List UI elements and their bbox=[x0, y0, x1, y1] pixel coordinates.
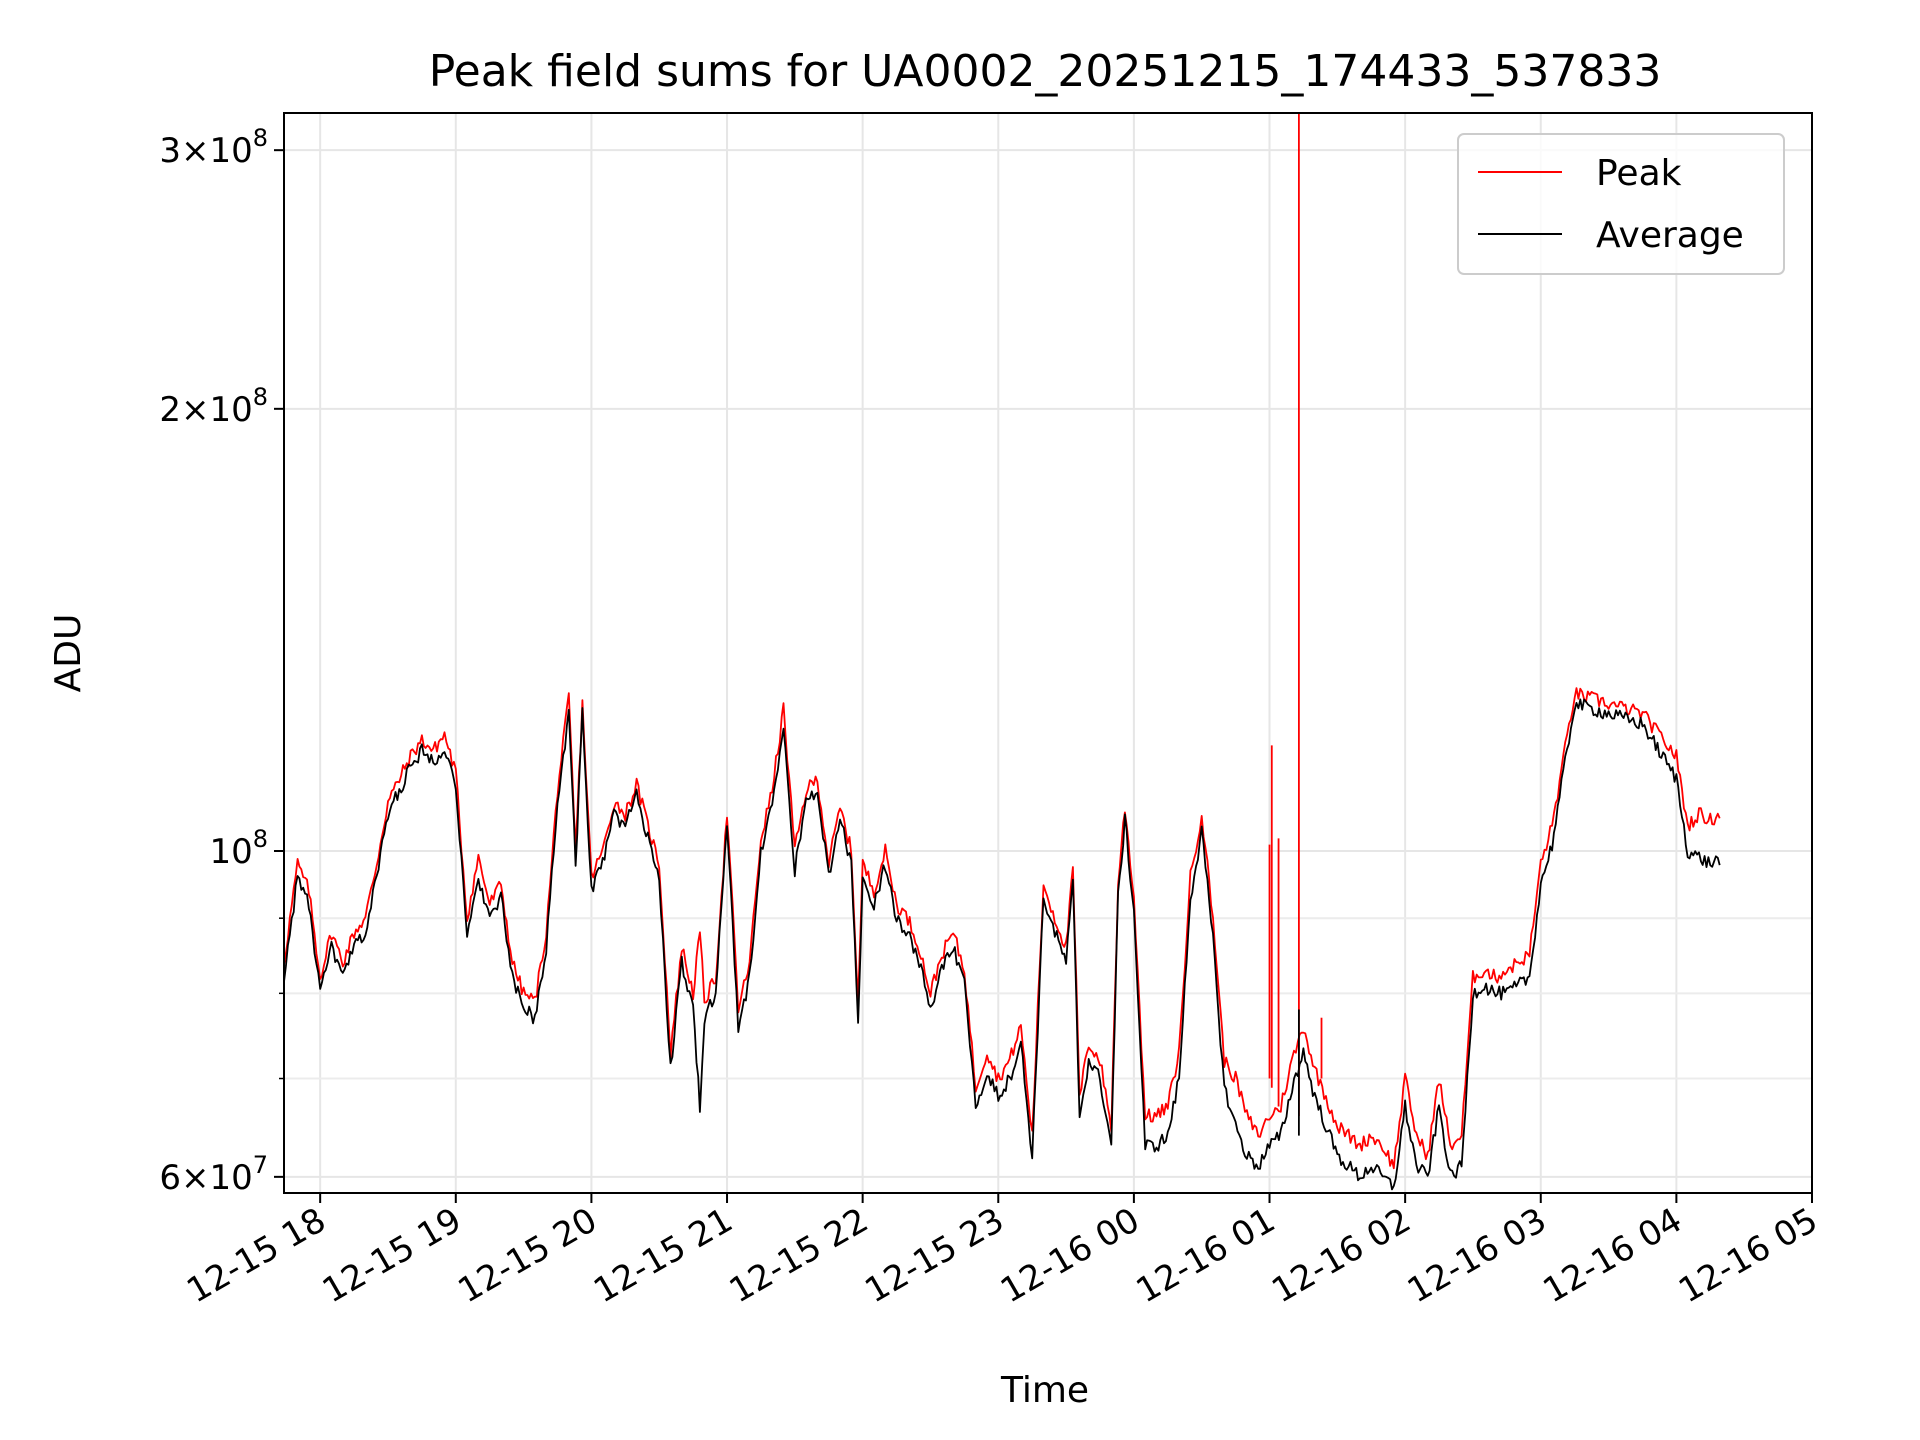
legend-label-average: Average bbox=[1596, 215, 1744, 256]
series-line-peak bbox=[284, 687, 1721, 1170]
y-axis: 6×107 108 2×108 3×108 bbox=[159, 124, 284, 1198]
series-layer bbox=[284, 113, 1721, 1191]
chart-title: Peak field sums for UA0002_20251215_1744… bbox=[429, 46, 1662, 97]
plot-frame bbox=[283, 112, 1813, 1194]
y-tick-label: 108 bbox=[209, 825, 268, 872]
y-tick-label: 3×108 bbox=[159, 124, 268, 171]
x-axis-label: Time bbox=[1000, 1370, 1089, 1411]
y-tick-label: 2×108 bbox=[159, 383, 268, 430]
series-line-average bbox=[284, 698, 1721, 1191]
y-axis-label: ADU bbox=[48, 614, 89, 693]
legend: Peak Average bbox=[1457, 133, 1785, 275]
legend-box bbox=[1457, 133, 1785, 275]
y-tick-label: 6×107 bbox=[159, 1151, 268, 1198]
legend-label-peak: Peak bbox=[1596, 153, 1682, 194]
